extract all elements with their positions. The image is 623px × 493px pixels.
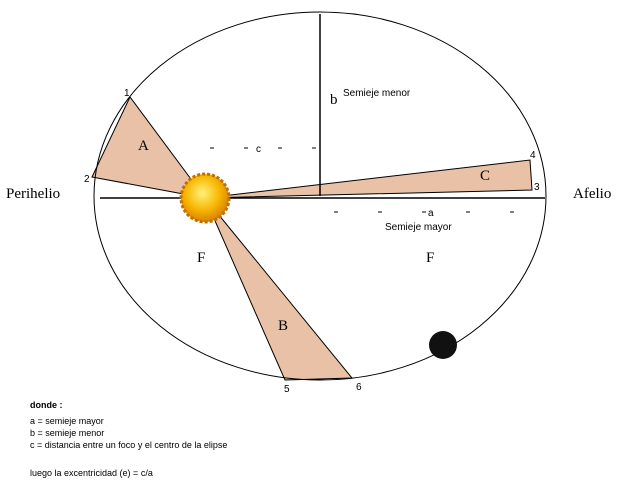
point-label: 3 <box>534 182 540 193</box>
sector-a <box>91 96 207 199</box>
planet <box>429 331 457 359</box>
legend-eccentricity: luego la excentricidad (e) = c/a <box>30 468 153 478</box>
point-label: 2 <box>84 174 90 185</box>
minor-label: Semieje menor <box>343 88 411 99</box>
c-symbol: c <box>256 144 261 155</box>
major-symbol: a <box>428 208 434 219</box>
focus-label: F <box>197 250 205 266</box>
sun <box>179 172 231 224</box>
sectors <box>91 96 533 381</box>
point-label: 6 <box>356 382 362 393</box>
point-label: 1 <box>124 88 130 99</box>
sector-label: C <box>480 168 490 184</box>
legend-heading: donde : <box>30 400 63 410</box>
legend-line: c = distancia entre un foco y el centro … <box>30 440 227 450</box>
aphelion-label: Afelio <box>573 186 611 202</box>
legend-line: a = semieje mayor <box>30 416 104 426</box>
point-label: 5 <box>284 384 290 395</box>
point-label: 4 <box>530 150 536 161</box>
orbit <box>93 11 547 381</box>
sector-label: B <box>278 318 288 334</box>
sector-c <box>204 159 533 199</box>
major-label: Semieje mayor <box>385 222 452 233</box>
minor-symbol: b <box>330 92 338 108</box>
sector-label: A <box>138 138 149 154</box>
legend-line: b = semieje menor <box>30 428 104 438</box>
focus-label: F <box>426 250 434 266</box>
sector-b <box>204 197 354 381</box>
perihelion-label: Perihelio <box>6 186 60 202</box>
